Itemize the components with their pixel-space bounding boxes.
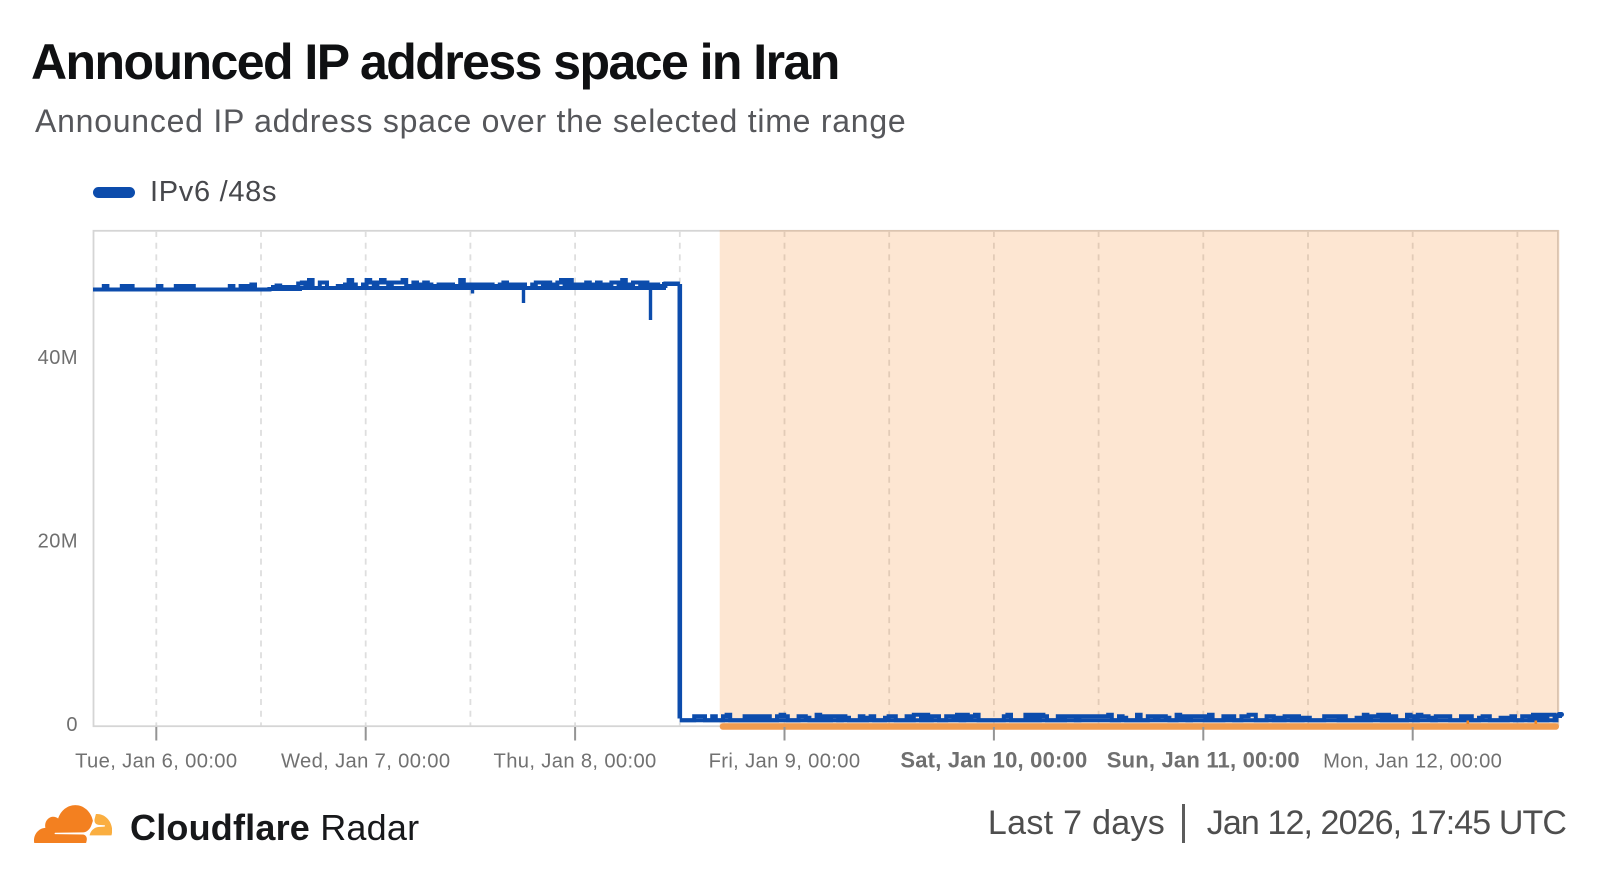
svg-text:Fri, Jan 9, 00:00: Fri, Jan 9, 00:00	[709, 751, 861, 773]
svg-text:Tue, Jan 6, 00:00: Tue, Jan 6, 00:00	[75, 751, 237, 773]
svg-text:Mon, Jan 12, 00:00: Mon, Jan 12, 00:00	[1323, 751, 1502, 773]
svg-text:Wed, Jan 7, 00:00: Wed, Jan 7, 00:00	[281, 751, 450, 773]
svg-text:Sat, Jan 10, 00:00: Sat, Jan 10, 00:00	[900, 748, 1087, 773]
svg-text:Sun, Jan 11, 00:00: Sun, Jan 11, 00:00	[1107, 748, 1300, 773]
svg-text:Thu, Jan 8, 00:00: Thu, Jan 8, 00:00	[494, 751, 657, 773]
svg-text:0: 0	[66, 714, 78, 736]
svg-text:40M: 40M	[38, 347, 78, 369]
svg-text:20M: 20M	[38, 531, 78, 553]
